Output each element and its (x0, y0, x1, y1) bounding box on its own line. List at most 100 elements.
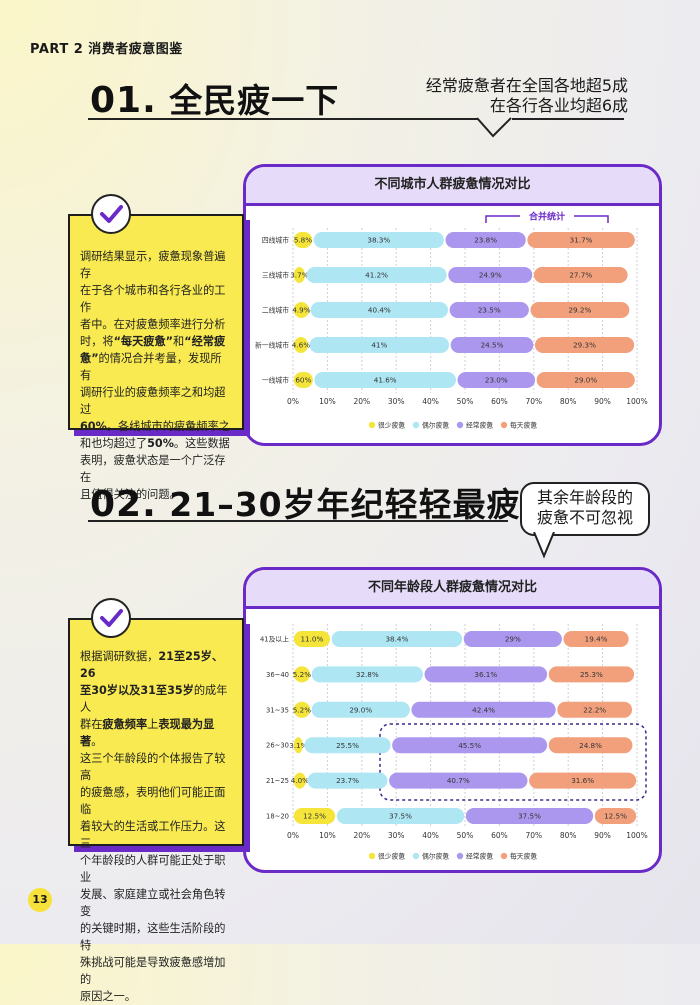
data-label: 5.2% (293, 705, 311, 714)
legend-swatch (500, 852, 508, 860)
data-label: 25.3% (580, 670, 603, 679)
data-label: 29.0% (349, 705, 372, 714)
section2-bubble: 其余年龄段的 疲惫不可忽视 (520, 482, 650, 536)
data-label: 23.7% (336, 776, 359, 785)
note-text: 的成年人 (80, 684, 228, 714)
x-tick-label: 100% (626, 831, 647, 840)
bar-segment (457, 372, 536, 388)
data-label: 41% (371, 341, 387, 350)
note-text: 原因之一。 (80, 990, 136, 1003)
bar-segment (527, 232, 635, 248)
note-text: 个年龄段的人群可能正处于职业 (80, 854, 226, 884)
bar-segment (594, 808, 637, 824)
legend-label: 很少疲惫 (378, 852, 405, 861)
section2-note-text: 根据调研数据，21至25岁、26 至30岁以及31至35岁的成年人 群在疲惫频率上表… (80, 648, 232, 1005)
x-tick-label: 60% (491, 397, 508, 406)
bar-segment (392, 737, 548, 754)
x-tick-label: 90% (594, 831, 611, 840)
section2-check-badge (91, 598, 131, 638)
data-label: 41.2% (365, 271, 388, 280)
note-line: 这三个年龄段的个体报告了较高 (80, 750, 232, 784)
section1-bubble-tail (476, 117, 512, 138)
data-label: 25.5% (336, 741, 359, 750)
x-tick-label: 70% (525, 397, 542, 406)
bar-segment (448, 267, 533, 283)
bar-segment (310, 302, 449, 318)
legend-label: 每天疲惫 (510, 852, 537, 861)
data-label: 40.4% (368, 306, 391, 315)
bar-segment (313, 232, 444, 248)
chart2-title: 不同年龄段人群疲惫情况对比 (246, 570, 659, 609)
category-label: 21~25 (266, 777, 289, 785)
note-line: 和也均超过了50%。这些数据 (80, 435, 232, 452)
note-line: 者中。在对疲惫频率进行分析 (80, 316, 232, 333)
data-label: 38.4% (385, 635, 408, 644)
x-tick-label: 80% (560, 397, 577, 406)
chart2-svg: 0% 10% 20% 30% 40% 50% 60% 70% 80% 90% 100% 41及以上 11… (260, 624, 648, 861)
x-tick-label: 100% (626, 397, 647, 406)
note-line: 的疲惫感，表明他们可能正面临 (80, 784, 232, 818)
legend-swatch (412, 852, 420, 860)
note-text: 。各线城市的疲惫频率之 (106, 420, 230, 433)
note-emphasis: 50% (147, 437, 174, 450)
note-text: 上 (147, 718, 159, 731)
section1-title-block: 01. 全民疲一下 (90, 74, 339, 122)
data-label: 3.1% (289, 741, 307, 750)
legend-swatch (500, 421, 508, 429)
x-tick-label: 80% (560, 831, 577, 840)
page-number: 13 (28, 888, 52, 912)
note-line: 至30岁以及31至35岁的成年人 (80, 682, 232, 716)
note-text: 且值得关注的问题。 (80, 488, 181, 501)
bar-segment (548, 666, 635, 683)
data-label: 29.2% (568, 306, 591, 315)
x-tick-label: 0% (287, 831, 299, 840)
data-label: 38.3% (367, 236, 390, 245)
data-label: 4.0% (291, 776, 309, 785)
category-label: 26~30 (266, 742, 289, 750)
data-label: 31.7% (570, 236, 593, 245)
note-text: 的关键时期，这些生活阶段的特 (80, 922, 226, 952)
bar-segment (465, 808, 594, 824)
category-label: 31~35 (266, 706, 289, 714)
note-text: 者中。在对疲惫频率进行分析 (80, 318, 226, 331)
bar-segment (293, 772, 306, 789)
bar-segment (534, 337, 635, 353)
highlight-box (379, 723, 647, 801)
note-line: 调研结果显示，疲惫现象普遍存 (80, 248, 232, 282)
x-tick-label: 0% (287, 397, 299, 406)
bar-segment (449, 302, 529, 318)
bar-segment (293, 737, 303, 754)
note-emphasis: “经常疲 (184, 335, 226, 348)
note-text: 在于各个城市和各行各业的工作 (80, 284, 226, 314)
section1-bubble: 经常疲惫者在全国各地超5成 在各行各业均超6成 (336, 72, 638, 122)
x-tick-label: 60% (491, 831, 508, 840)
note-emphasis: 惫” (80, 352, 99, 365)
note-emphasis: 表现最为显著 (80, 718, 215, 748)
data-label: 60% (295, 376, 311, 385)
data-label: 42.4% (472, 705, 495, 714)
note-line: 调研行业的疲惫频率之和均超过 (80, 384, 232, 418)
section1-title: 全民疲一下 (169, 81, 340, 120)
data-label: 12.5% (303, 812, 326, 821)
data-label: 45.5% (458, 741, 481, 750)
section1-note-text: 调研结果显示，疲惫现象普遍存 在于各个城市和各行各业的工作者中。在对疲惫频率进行分… (80, 248, 232, 503)
annotation-label: 合并统计 (529, 211, 565, 223)
data-label: 19.4% (585, 635, 608, 644)
data-label: 29.3% (573, 341, 596, 350)
x-tick-label: 20% (353, 831, 370, 840)
bar-segment (311, 666, 423, 683)
chart1-title: 不同城市人群疲惫情况对比 (246, 167, 659, 206)
note-text: 调研结果显示，疲惫现象普遍存 (80, 250, 226, 280)
data-label: 23.0% (485, 376, 508, 385)
note-text: 和 (173, 335, 185, 348)
note-emphasis: 疲惫频率 (102, 718, 148, 731)
bar-segment (293, 302, 310, 318)
bar-segment (336, 808, 465, 824)
x-tick-label: 10% (319, 397, 336, 406)
bar-segment (306, 267, 447, 283)
category-label: 36~40 (266, 671, 289, 679)
bar-segment (450, 337, 534, 353)
data-label: 23.8% (474, 236, 497, 245)
note-line: 个年龄段的人群可能正处于职业 (80, 852, 232, 886)
x-tick-label: 90% (594, 397, 611, 406)
